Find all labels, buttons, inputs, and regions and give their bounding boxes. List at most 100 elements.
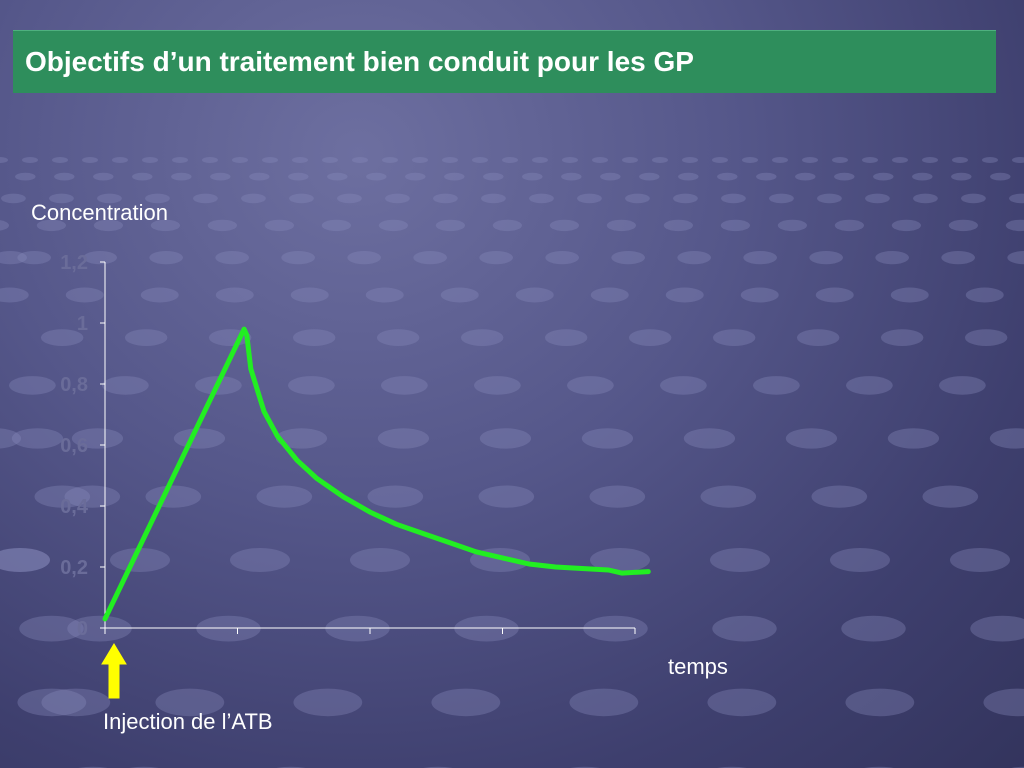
background-dot (862, 157, 878, 163)
background-dot (281, 251, 315, 265)
background-dot (590, 548, 650, 572)
background-dot (19, 615, 84, 642)
background-dot (155, 688, 225, 717)
background-dot (740, 287, 779, 303)
background-dot (288, 172, 309, 181)
background-dot (683, 428, 736, 449)
background-dot (0, 220, 9, 231)
background-dot (717, 172, 738, 181)
background-dot (367, 485, 424, 508)
chart-ticks: 0 0,2 0,4 0,6 0,8 1 1,2 (60, 252, 636, 640)
background-dot (64, 485, 121, 508)
y-tick-label: 0,6 (60, 435, 88, 457)
background-dot (802, 157, 818, 163)
background-dot (880, 329, 924, 346)
background-dot (232, 157, 248, 163)
background-dot (442, 157, 458, 163)
background-dot (952, 157, 968, 163)
background-dot (639, 172, 660, 181)
background-dot (795, 172, 816, 181)
background-dot (989, 428, 1024, 449)
title-bar: Objectifs d’un traitement bien conduit p… (13, 30, 996, 93)
background-dot (965, 287, 1004, 303)
background-dot (590, 287, 629, 303)
background-dot (964, 329, 1008, 346)
background-dot (890, 287, 929, 303)
background-dot (150, 219, 180, 232)
background-dot (712, 329, 756, 346)
background-dot (132, 172, 153, 181)
background-dot (382, 157, 398, 163)
background-dot (11, 428, 64, 449)
background-dot (756, 172, 777, 181)
chart-series (102, 326, 651, 622)
y-tick-label: 0,8 (60, 374, 88, 396)
background-dot (97, 193, 122, 204)
background-dot (347, 251, 381, 265)
background-dot (110, 548, 170, 572)
background-dot (249, 172, 270, 181)
background-dot (34, 485, 91, 508)
background-dot (545, 251, 579, 265)
background-dot (742, 157, 758, 163)
background-dot (809, 251, 843, 265)
background-dot (142, 157, 158, 163)
background-dot (569, 688, 639, 717)
background-dot (405, 172, 426, 181)
background-dot (337, 193, 362, 204)
background-dot (479, 428, 532, 449)
background-dot (67, 615, 132, 642)
background-dot (891, 219, 921, 232)
background-dot (1005, 219, 1024, 232)
background-dot (483, 172, 504, 181)
background-dot (941, 251, 975, 265)
background-dot (577, 193, 602, 204)
background-dot (983, 688, 1024, 717)
background-dot (54, 172, 75, 181)
background-dot (215, 287, 254, 303)
background-dot (678, 172, 699, 181)
background-dot (264, 219, 294, 232)
background-dot (93, 172, 114, 181)
background-dot (65, 287, 104, 303)
background-dot (124, 329, 168, 346)
background-dot (1, 193, 26, 204)
background-dot (562, 157, 578, 163)
background-dot (659, 376, 707, 395)
background-dot (665, 287, 704, 303)
background-dot (583, 615, 648, 642)
background-dot (82, 157, 98, 163)
background-dot (950, 548, 1010, 572)
background-dot (256, 485, 313, 508)
background-dot (581, 428, 634, 449)
background-dot (834, 219, 864, 232)
y-tick-label: 0,4 (60, 496, 89, 518)
background-dot (289, 193, 314, 204)
background-dot (600, 172, 621, 181)
background-dot (460, 329, 504, 346)
background-dot (412, 157, 428, 163)
background-dot (440, 287, 479, 303)
background-dot (0, 157, 8, 163)
background-dot (566, 376, 614, 395)
background-dot (982, 157, 998, 163)
background-dot (948, 219, 978, 232)
background-dot (292, 329, 336, 346)
background-dot (938, 376, 986, 395)
background-dot (479, 251, 513, 265)
background-dot (40, 329, 84, 346)
background-dot (0, 548, 50, 572)
background-dot (444, 172, 465, 181)
background-dot (41, 688, 111, 717)
background-dot (275, 428, 328, 449)
background-dot (892, 157, 908, 163)
background-dot (365, 287, 404, 303)
y-tick-label: 1,2 (60, 252, 88, 274)
background-dot (262, 157, 278, 163)
background-dot (193, 193, 218, 204)
background-dot (1012, 157, 1024, 163)
background-dot (677, 251, 711, 265)
background-dot (215, 251, 249, 265)
background-dot (815, 287, 854, 303)
y-axis-label: Concentration (31, 200, 168, 225)
